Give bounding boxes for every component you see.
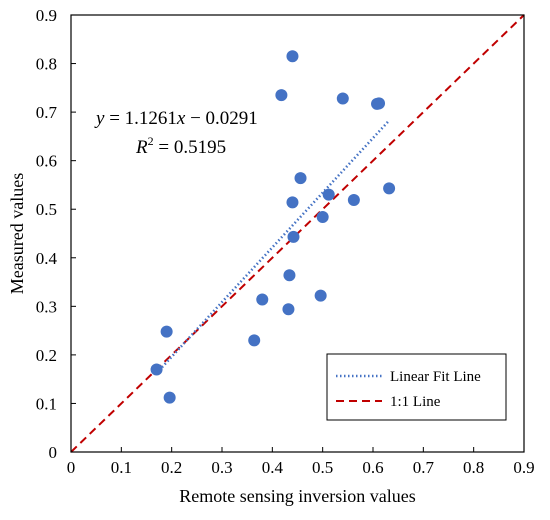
y-tick-label: 0.6 [36, 152, 57, 171]
eq-x: x [176, 108, 186, 129]
eq-rest: − 0.0291 [185, 108, 257, 129]
y-tick-label: 0.9 [36, 6, 57, 25]
data-point [347, 193, 360, 206]
data-point [316, 210, 329, 223]
data-point [160, 325, 173, 338]
x-tick-label: 0.1 [111, 458, 132, 477]
legend-label-identity: 1:1 Line [390, 394, 441, 410]
x-axis-title: Remote sensing inversion values [179, 486, 415, 506]
data-point [163, 391, 176, 404]
r-squared: R2 = 0.5195 [135, 134, 226, 158]
data-point [275, 89, 288, 102]
fit-equation: y = 1.1261x − 0.0291 [94, 108, 258, 129]
eq-equals: = 1.1261 [104, 108, 176, 129]
r2-sup: 2 [148, 134, 154, 148]
data-point [286, 50, 299, 63]
y-tick-label: 0.2 [36, 346, 57, 365]
x-tick-label: 0.7 [413, 458, 435, 477]
data-point [383, 182, 396, 195]
data-point [150, 363, 163, 376]
y-tick-label: 0 [49, 443, 58, 462]
y-axis-title: Measured values [7, 173, 27, 294]
x-tick-label: 0.3 [211, 458, 232, 477]
legend: Linear Fit Line 1:1 Line [326, 353, 507, 421]
data-point [336, 92, 349, 105]
x-tick-label: 0 [67, 458, 76, 477]
x-tick-label: 0.5 [312, 458, 333, 477]
data-point [283, 269, 296, 282]
y-tick-label: 0.4 [36, 249, 58, 268]
linear-fit-line [155, 120, 390, 375]
r2-value: = 0.5195 [154, 137, 226, 158]
legend-label-linear-fit: Linear Fit Line [390, 369, 481, 385]
data-point [322, 188, 335, 201]
data-point [256, 293, 269, 306]
x-tick-label: 0.8 [463, 458, 484, 477]
x-tick-label: 0.9 [513, 458, 534, 477]
data-points [150, 50, 396, 404]
axis-ticks: 0 0.1 0.2 0.3 0.4 0.5 0.6 0.7 0.8 0.9 0 0.1 0.2 0.3 0.… [36, 6, 535, 477]
data-point [294, 172, 307, 185]
data-point [248, 334, 261, 347]
data-point [373, 97, 386, 110]
eq-y: y [94, 108, 105, 129]
legend-box [326, 353, 507, 421]
y-tick-label: 0.8 [36, 55, 57, 74]
x-tick-label: 0.4 [262, 458, 284, 477]
x-tick-label: 0.6 [362, 458, 383, 477]
data-point [314, 289, 327, 302]
x-tick-label: 0.2 [161, 458, 182, 477]
r2-label: R [135, 137, 148, 158]
data-point [287, 230, 300, 243]
y-tick-label: 0.7 [36, 103, 58, 122]
data-point [282, 303, 295, 316]
y-tick-label: 0.5 [36, 200, 57, 219]
y-tick-label: 0.3 [36, 297, 57, 316]
y-tick-label: 0.1 [36, 394, 57, 413]
plot-frame [70, 14, 525, 453]
data-point [286, 196, 299, 209]
